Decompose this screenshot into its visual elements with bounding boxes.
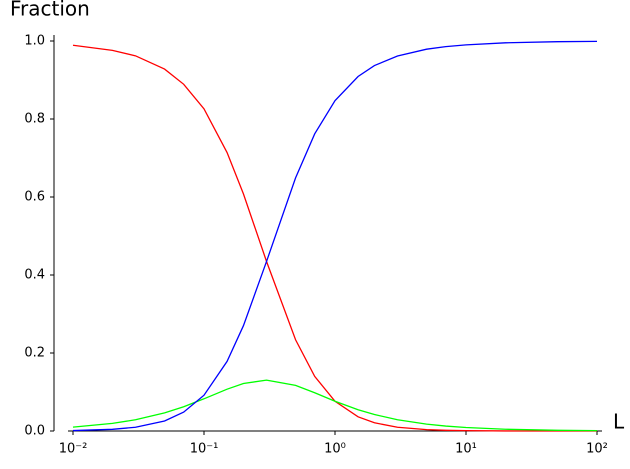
x-tick-label: 10⁰ — [324, 442, 346, 457]
y-tick-label: 0.4 — [24, 268, 45, 283]
x-tick-label: 10² — [586, 442, 608, 457]
data-line — [72, 44, 598, 432]
y-tick-label: 1.0 — [24, 34, 45, 49]
data-line — [72, 40, 598, 432]
data-line — [72, 379, 598, 432]
y-tick-label: 0.8 — [24, 112, 45, 127]
x-tick-label: 10¹ — [455, 442, 477, 457]
x-tick-label: 10⁻² — [59, 442, 88, 457]
y-axis-label: Fraction — [10, 0, 90, 21]
y-tick-label: 0.2 — [24, 346, 45, 361]
y-tick-label: 0.6 — [24, 190, 45, 205]
x-axis-label: L — [613, 410, 625, 434]
y-tick-label: 0.0 — [24, 424, 45, 439]
x-tick-label: 10⁻¹ — [190, 442, 219, 457]
